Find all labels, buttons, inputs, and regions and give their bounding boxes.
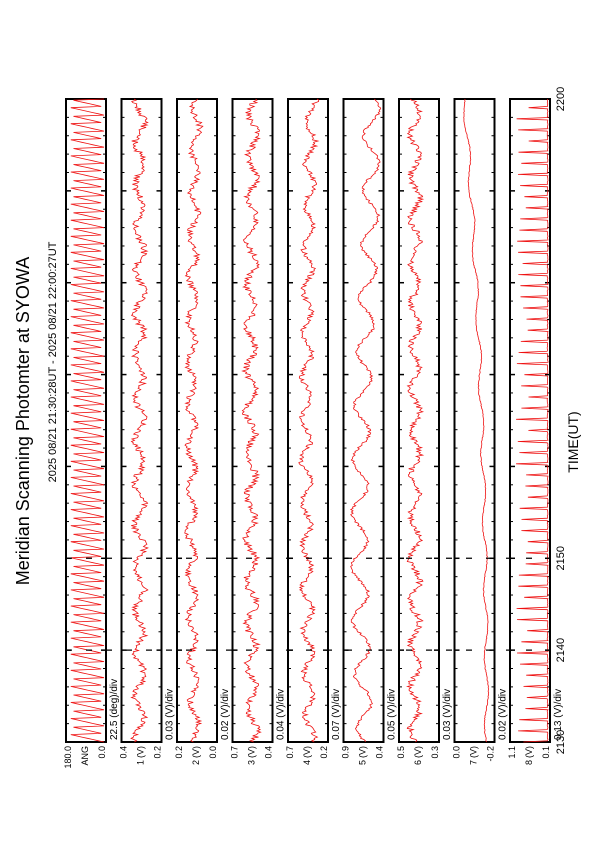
chart-title: Meridian Scanning Photomter at SYOWA: [13, 257, 33, 585]
y-tick-label: 0.4: [375, 746, 385, 759]
panel-7: 0.03 (V)/div 0.5 (V) 0.3 6: [396, 98, 453, 765]
y-tick-label: 0.2: [319, 746, 329, 759]
panel-frame: [65, 98, 107, 743]
panel-frame: [342, 98, 385, 743]
panel-frame: [120, 98, 163, 743]
data-trace: [516, 98, 549, 743]
x-tick-label: 2150: [555, 546, 567, 570]
y-tick-label: 0.7: [230, 746, 240, 759]
y-tick-label: (V): [524, 746, 534, 758]
y-tick-label: (V): [469, 746, 479, 758]
x-axis-label: TIME(UT): [565, 411, 581, 472]
panel-frame: [287, 98, 329, 743]
channel-label: 6: [413, 760, 423, 765]
data-trace: [130, 98, 149, 743]
panel-9: 0.13 (V)/div 1.1 (V) 0.1 8: [507, 98, 564, 765]
y-tick-label: 180.0: [63, 746, 73, 769]
panel-scale-label: 0.13 (V)/div: [553, 689, 564, 740]
data-trace: [349, 98, 382, 743]
channel-label: 1: [136, 760, 146, 765]
panel-1: 22.5 (deg)/div 180.0 ANG 0.0: [63, 98, 120, 769]
channel-label: 3: [247, 760, 257, 765]
data-trace: [463, 98, 490, 743]
data-trace: [70, 98, 105, 743]
panel-3: 0.02 (V)/div 0.2 (V) 0.0 2: [174, 98, 231, 765]
channel-label: 8: [524, 760, 534, 765]
y-tick-label: 0.4: [264, 746, 274, 759]
y-tick-label: 0.0: [208, 746, 218, 759]
y-tick-label: 0.2: [153, 746, 163, 759]
channel-label: 5: [358, 760, 368, 765]
panel-frame: [453, 98, 496, 743]
y-tick-label: 0.4: [119, 746, 129, 759]
panel-frame: [176, 98, 218, 743]
y-tick-label: 0.0: [452, 746, 462, 759]
time-range-label: 2025 08/21 21:30:28UT - 2025 08/21 22:00…: [47, 241, 59, 482]
data-trace: [406, 98, 425, 743]
panel-scale-label: 0.02 (V)/div: [498, 689, 509, 740]
panel-5: 0.07 (V)/div 0.7 (V) 0.2 4: [285, 98, 342, 765]
data-trace: [298, 98, 320, 743]
panel-frame: [398, 98, 440, 743]
panel-scale-label: 0.04 (V)/div: [276, 689, 287, 740]
y-tick-label: 0.9: [341, 746, 351, 759]
y-tick-label: 0.2: [174, 746, 184, 759]
panel-2: 0.03 (V)/div 0.4 (V) 0.2 1: [119, 98, 176, 765]
x-tick-label: 2140: [555, 638, 567, 662]
channel-label: 4: [302, 760, 312, 765]
panel-frame: [231, 98, 274, 743]
x-tick-labels: 2130 2140 2150 2200: [555, 87, 567, 754]
channel-label: 2: [191, 760, 201, 765]
y-tick-label: ANG: [80, 746, 90, 766]
y-tick-label: 0.7: [285, 746, 295, 759]
y-tick-label: 1.1: [507, 746, 517, 759]
panel-4: 0.04 (V)/div 0.7 (V) 0.4 3: [230, 98, 287, 765]
y-tick-label: (V): [136, 746, 146, 758]
data-trace: [241, 98, 262, 743]
y-tick-label: (V): [191, 746, 201, 758]
y-tick-label: -0.2: [486, 746, 496, 762]
y-tick-label: 0.1: [541, 746, 551, 759]
y-tick-label: 0.5: [396, 746, 406, 759]
rotated-plot-frame: Meridian Scanning Photomter at SYOWA 202…: [13, 87, 581, 769]
channel-label: 7: [469, 760, 479, 765]
y-tick-label: (V): [302, 746, 312, 758]
panel-8: 0.02 (V)/div 0.0 (V) -0.2 7: [452, 98, 509, 765]
panel-scale-label: 0.05 (V)/div: [387, 689, 398, 740]
x-tick-label: 2200: [555, 87, 567, 111]
panel-scale-label: 22.5 (deg)/div: [109, 679, 120, 740]
data-trace: [184, 98, 204, 743]
y-tick-label: 0.0: [97, 746, 107, 759]
y-tick-label: (V): [358, 746, 368, 758]
y-tick-label: 0.3: [430, 746, 440, 759]
y-tick-label: (V): [247, 746, 257, 758]
panel-scale-label: 0.07 (V)/div: [331, 689, 342, 740]
panel-scale-label: 0.03 (V)/div: [442, 689, 453, 740]
y-tick-label: (V): [413, 746, 423, 758]
x-tick-label: 2130: [555, 730, 567, 754]
panel-scale-label: 0.03 (V)/div: [165, 689, 176, 740]
panel-6: 0.05 (V)/div 0.9 (V) 0.4 5: [341, 98, 398, 765]
panel-scale-label: 0.02 (V)/div: [220, 689, 231, 740]
